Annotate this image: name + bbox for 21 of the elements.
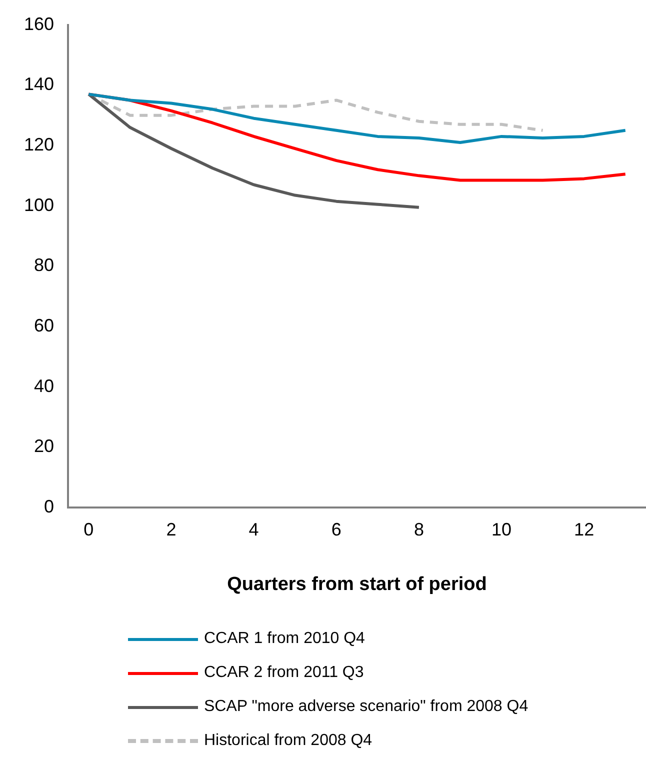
legend-label: CCAR 2 from 2011 Q3 (204, 664, 364, 682)
legend-label: Historical from 2008 Q4 (204, 732, 372, 750)
y-tick-label: 80 (34, 255, 54, 276)
x-tick-label: 4 (248, 519, 259, 540)
y-tick-label: 40 (34, 376, 54, 396)
x-tick-label: 0 (84, 519, 94, 540)
y-tick-label: 120 (24, 134, 54, 154)
x-tick-label: 12 (574, 519, 594, 540)
legend-label: SCAP "more adverse scenario" from 2008 Q4 (204, 698, 528, 716)
x-tick-label: 2 (166, 519, 176, 540)
y-tick-label: 100 (24, 194, 54, 215)
x-tick-label: 10 (491, 519, 512, 540)
y-tick-label: 60 (34, 316, 54, 336)
legend-label: CCAR 1 from 2010 Q4 (204, 630, 365, 648)
y-tick-label: 0 (44, 496, 54, 517)
y-tick-label: 140 (24, 74, 54, 94)
y-tick-label: 160 (24, 14, 54, 34)
x-tick-label: 8 (414, 519, 424, 540)
x-axis-title: Quarters from start of period (227, 574, 487, 595)
y-tick-label: 20 (34, 436, 54, 456)
x-tick-label: 6 (331, 519, 342, 540)
